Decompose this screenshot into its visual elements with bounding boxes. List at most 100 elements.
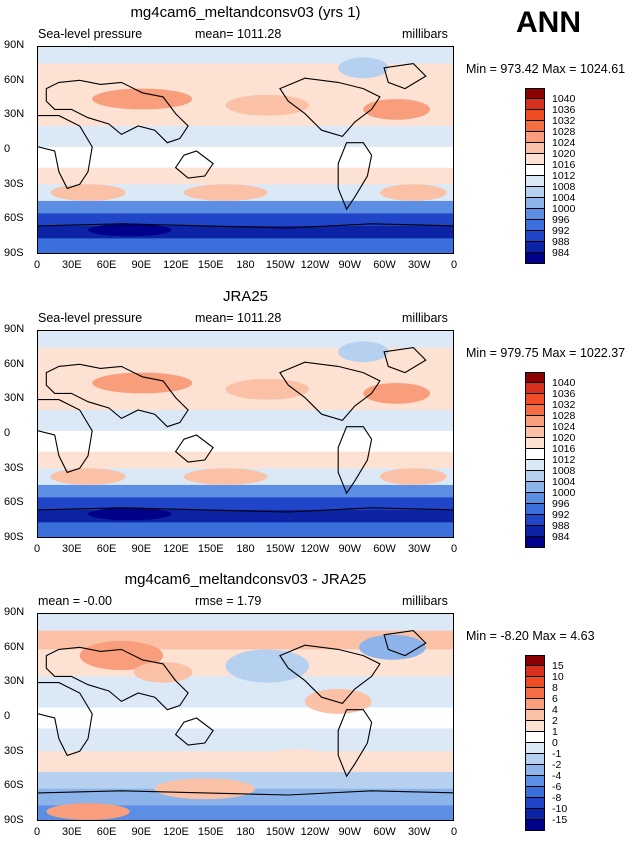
coastline [38,507,453,513]
contour-cell [338,341,389,363]
contour-band [38,451,453,470]
lon-tick-label: 120E [163,543,189,555]
lon-tick-label: 90W [338,543,362,555]
legend-swatch [525,732,545,743]
panel-min-max: Min = 973.42 Max = 1024.61 [466,62,626,76]
lon-tick-label: 0 [33,543,41,555]
legend-level-label: -4 [552,770,562,782]
coastline [337,709,373,778]
contour-cell [92,372,193,394]
legend-swatch [525,383,545,394]
legend-swatch [525,765,545,776]
coastline [45,79,189,144]
legend-swatch [525,209,545,220]
legend-swatch [525,809,545,820]
lon-tick-label: 60E [96,543,117,555]
lat-tick-label: 30N [4,675,25,688]
legend-swatch [525,132,545,143]
coastline [38,223,453,229]
legend-swatch [525,504,545,515]
legend-level-label: 1008 [552,465,576,477]
contour-band [38,751,453,774]
contour-band [38,484,453,499]
legend-level-label: 1020 [552,148,576,160]
legend-level-label: 0 [552,737,558,749]
lon-tick-label: 120W [300,826,330,838]
legend-level-label: 1024 [552,421,576,433]
contour-cell [363,383,430,404]
contour-cell [359,634,426,660]
contour-cell [379,184,447,201]
color-legend [525,88,545,264]
lat-tick-label: 90N [4,323,25,335]
lon-tick-label: 90E [131,259,152,271]
lon-tick-label: 150E [197,543,224,555]
panel-title: JRA25 [222,288,269,305]
lon-tick-label: 60W [373,543,396,555]
coastline [279,361,381,422]
legend-level-label: 1024 [552,137,576,149]
legend-swatch [525,143,545,154]
contour-cell [154,778,255,800]
lon-tick-label: 120E [163,826,189,838]
panel-center-label: rmse = 1.79 [195,594,262,608]
coastline [337,142,373,211]
legend-level-label: -10 [552,803,568,815]
lon-tick-label: 0 [33,826,41,838]
contour-band [38,167,453,186]
contour-band [38,676,453,709]
contour-band [38,126,453,148]
lat-tick-label: 60S [4,212,24,225]
lat-tick-label: 60N [4,73,25,86]
legend-level-label: 988 [552,520,570,532]
coastline [383,347,427,374]
legend-swatch [525,165,545,176]
coastline [174,717,214,746]
lon-tick-label: 30E [61,826,82,838]
coastline [38,399,93,474]
coastline [279,644,381,705]
legend-swatch [525,699,545,710]
coastline [383,63,427,90]
contour-cell [338,57,389,79]
legend-level-label: -15 [552,814,568,826]
contour-cell [183,468,268,485]
lat-tick-label: 30S [4,461,24,474]
lon-tick-label: 30W [407,826,431,838]
legend-level-label: 1032 [552,399,576,411]
coastline [38,790,453,796]
legend-swatch [525,405,545,416]
contour-band [38,728,453,753]
legend-level-label: -8 [552,792,562,804]
legend-swatch [525,242,545,253]
contour-cell [225,378,310,400]
contour-cell [50,184,126,201]
lon-tick-label: 120E [163,259,189,271]
panel-left-label: mean = -0.00 [38,594,113,608]
lon-tick-label: 90W [338,826,362,838]
contour-cell [225,94,310,116]
lat-tick-label: 0 [4,710,11,722]
contour-band [38,213,453,227]
lon-tick-label: 0 [450,259,458,271]
lat-tick-label: 60S [4,779,24,792]
coastline [174,434,214,463]
panel-title: mg4cam6_meltandconsv03 - JRA25 [124,571,367,588]
legend-level-label: 8 [552,682,558,694]
lat-tick-label: 60N [4,357,25,370]
contour-cell [88,223,172,237]
lon-tick-label: 60E [96,826,117,838]
contour-cell [379,468,447,485]
contour-map [37,330,454,538]
legend-level-label: 1004 [552,192,576,204]
legend-swatch [525,99,545,110]
legend-level-label: 996 [552,498,570,510]
legend-level-label: 984 [552,531,570,543]
lat-tick-label: 30N [4,108,25,121]
legend-level-label: -1 [552,748,562,760]
lon-tick-label: 180 [236,826,255,838]
panel-units-label: millibars [402,27,448,41]
legend-swatch [525,493,545,504]
legend-level-label: 1008 [552,181,576,193]
contour-cell [92,88,193,110]
